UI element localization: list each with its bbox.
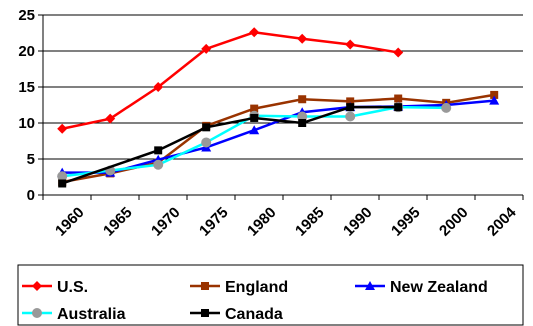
data-point bbox=[58, 179, 67, 188]
legend-label: Canada bbox=[225, 306, 283, 323]
x-tick-label: 1990 bbox=[340, 204, 376, 240]
x-tick-label: 2000 bbox=[436, 204, 472, 240]
y-tick-label: 15 bbox=[18, 79, 35, 96]
legend-item: Australia bbox=[22, 306, 126, 323]
y-tick-label: 0 bbox=[27, 187, 35, 204]
legend-box bbox=[17, 264, 524, 326]
legend: U.S. England New Zealand Australia Canada bbox=[17, 264, 524, 326]
data-point bbox=[394, 103, 403, 112]
data-point bbox=[201, 43, 212, 54]
x-tick-label: 1985 bbox=[292, 204, 328, 240]
data-point bbox=[346, 103, 355, 112]
data-point bbox=[250, 113, 259, 122]
x-tick-label: 1980 bbox=[244, 204, 280, 240]
legend-label: Australia bbox=[57, 306, 126, 323]
data-point bbox=[249, 27, 260, 38]
legend-swatch-marker bbox=[201, 309, 209, 317]
x-tick-label: 1960 bbox=[52, 204, 88, 240]
x-tick-label: 1965 bbox=[100, 204, 136, 240]
legend-item: England bbox=[190, 279, 288, 296]
data-point bbox=[345, 39, 356, 50]
data-point bbox=[393, 47, 404, 58]
data-point bbox=[297, 33, 308, 44]
series-canada bbox=[58, 103, 403, 188]
data-point bbox=[202, 123, 211, 132]
x-tick-label: 1995 bbox=[388, 204, 424, 240]
legend-item: New Zealand bbox=[355, 279, 488, 296]
legend-swatch-marker bbox=[365, 281, 375, 290]
legend-label: England bbox=[225, 279, 288, 296]
data-point bbox=[153, 82, 164, 92]
data-point bbox=[490, 90, 499, 99]
data-point bbox=[394, 94, 403, 103]
data-point bbox=[345, 111, 356, 122]
y-tick-label: 5 bbox=[27, 151, 35, 168]
legend-swatch-marker bbox=[32, 281, 42, 291]
data-point bbox=[346, 97, 355, 106]
y-tick-label: 25 bbox=[18, 7, 35, 24]
legend-item: U.S. bbox=[22, 279, 88, 296]
x-tick-label: 2004 bbox=[484, 204, 520, 240]
plot-series bbox=[57, 27, 500, 188]
x-tick-label: 1975 bbox=[196, 204, 232, 240]
legend-swatch-marker bbox=[32, 308, 42, 318]
data-point bbox=[57, 123, 68, 134]
data-point bbox=[441, 102, 452, 113]
data-point bbox=[105, 113, 116, 124]
data-point bbox=[154, 146, 163, 155]
series-line bbox=[61, 31, 399, 130]
legend-label: New Zealand bbox=[390, 279, 488, 296]
y-tick-label: 20 bbox=[18, 43, 35, 60]
data-point bbox=[57, 171, 68, 182]
data-point bbox=[298, 119, 307, 127]
gridlines bbox=[43, 14, 523, 160]
series-u-s bbox=[57, 27, 404, 134]
data-point bbox=[201, 137, 212, 148]
data-point bbox=[249, 125, 260, 135]
y-tick-label: 10 bbox=[18, 115, 35, 132]
data-point bbox=[250, 104, 259, 113]
x-tick-label: 1970 bbox=[148, 204, 184, 240]
data-point bbox=[489, 95, 500, 105]
legend-item: Canada bbox=[190, 306, 283, 323]
data-point bbox=[298, 95, 307, 104]
legend-label: U.S. bbox=[57, 279, 88, 296]
legend-swatch-marker bbox=[201, 282, 209, 290]
data-point bbox=[153, 159, 164, 170]
